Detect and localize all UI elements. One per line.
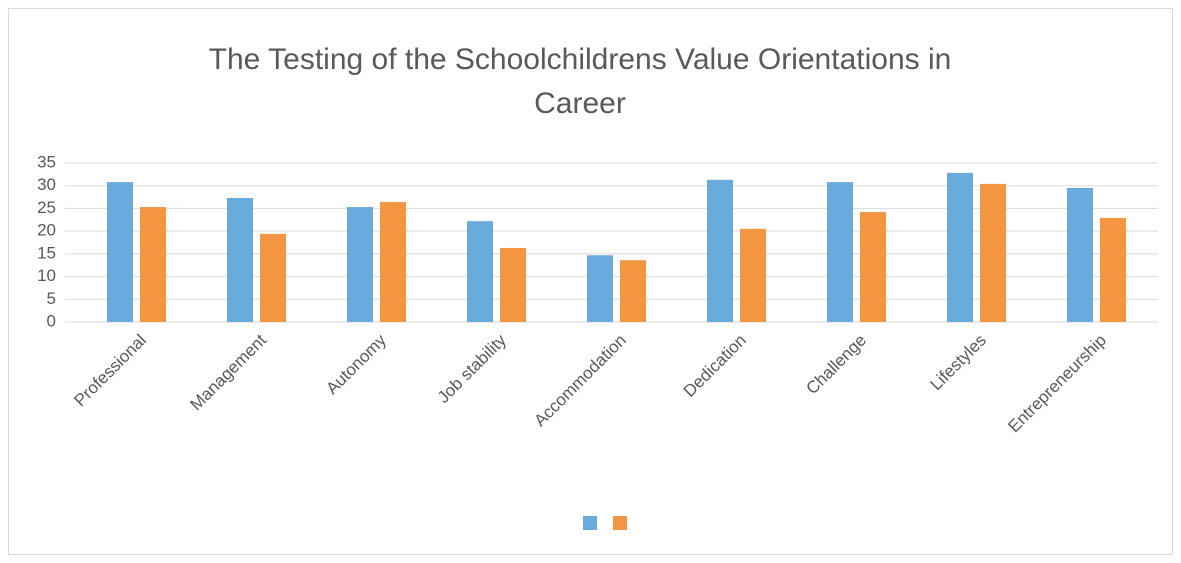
bar bbox=[707, 179, 733, 322]
chart-title: The Testing of the Schoolchildrens Value… bbox=[208, 43, 952, 120]
bar bbox=[260, 233, 286, 322]
y-tick-label: 25 bbox=[37, 198, 56, 217]
y-tick-label: 10 bbox=[37, 266, 56, 285]
bar bbox=[947, 172, 973, 322]
legend-swatch bbox=[613, 516, 627, 530]
bar bbox=[1067, 187, 1093, 322]
bar bbox=[500, 247, 526, 322]
y-tick-label: 30 bbox=[37, 175, 56, 194]
bar bbox=[140, 207, 166, 322]
bar bbox=[347, 207, 373, 322]
bar bbox=[587, 255, 613, 322]
bar bbox=[620, 260, 646, 322]
bar bbox=[227, 197, 253, 322]
bar bbox=[980, 183, 1006, 322]
bar bbox=[1100, 217, 1126, 322]
bar bbox=[107, 182, 133, 322]
y-tick-label: 5 bbox=[47, 289, 56, 308]
y-tick-label: 0 bbox=[47, 311, 56, 330]
y-tick-label: 35 bbox=[37, 152, 56, 171]
bar bbox=[380, 202, 406, 322]
y-tick-label: 20 bbox=[37, 221, 56, 240]
bar bbox=[860, 212, 886, 322]
bar bbox=[740, 228, 766, 322]
y-tick-label: 15 bbox=[37, 243, 56, 262]
bar bbox=[467, 221, 493, 322]
bar bbox=[827, 182, 853, 322]
legend-swatch bbox=[583, 516, 597, 530]
